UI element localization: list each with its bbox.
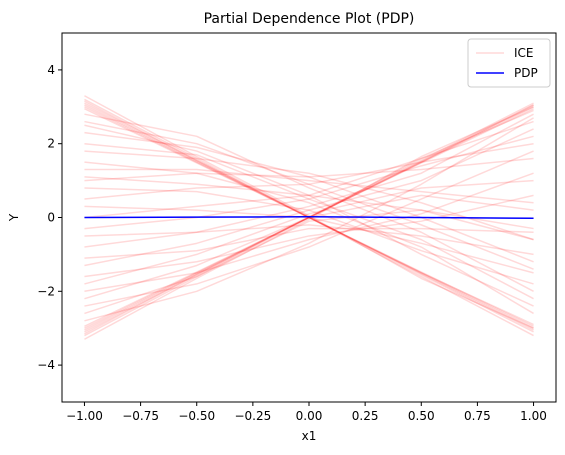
ice-curve-14 bbox=[84, 120, 534, 270]
ice-curve-22 bbox=[84, 113, 534, 248]
y-tick-label: 2 bbox=[47, 137, 55, 151]
ice-curve-5 bbox=[84, 95, 534, 329]
pdp-line bbox=[84, 216, 534, 219]
ice-curve-32 bbox=[84, 227, 534, 259]
ice-curve-37 bbox=[84, 117, 534, 322]
legend-box bbox=[467, 38, 551, 88]
ice-curve-27 bbox=[84, 142, 534, 300]
ice-curve-31 bbox=[84, 224, 534, 256]
x-tick-label: 0.00 bbox=[296, 409, 323, 423]
y-tick-label: −4 bbox=[37, 358, 55, 372]
y-tick-label: 4 bbox=[47, 63, 55, 77]
ice-curve-39 bbox=[84, 176, 534, 230]
ice-curve-20 bbox=[84, 120, 534, 219]
ice-curve-29 bbox=[84, 187, 534, 285]
chart-title: Partial Dependence Plot (PDP) bbox=[204, 11, 415, 27]
x-axis-label: x1 bbox=[302, 429, 317, 443]
ice-curve-19 bbox=[84, 142, 534, 200]
x-tick-label: −0.25 bbox=[234, 409, 271, 423]
ice-curve-36 bbox=[84, 124, 534, 307]
ice-curve-17 bbox=[84, 168, 534, 204]
ice-curve-35 bbox=[84, 113, 534, 292]
y-tick-label: 0 bbox=[47, 211, 55, 225]
legend: ICE PDP bbox=[467, 38, 551, 88]
y-tick-label: −2 bbox=[37, 284, 55, 298]
ice-curve-28 bbox=[84, 161, 534, 315]
y-axis-ticks: −4 −2 0 2 4 bbox=[37, 63, 62, 372]
ice-curve-21 bbox=[84, 135, 534, 230]
x-axis-ticks: −1.00 −0.75 −0.50 −0.25 0.00 0.25 0.50 0.75 1.00 bbox=[66, 402, 547, 423]
y-axis-label: Y bbox=[7, 213, 21, 222]
legend-ice-label: ICE bbox=[514, 46, 534, 60]
x-tick-label: −0.75 bbox=[122, 409, 159, 423]
pdp-series bbox=[84, 216, 534, 219]
ice-curve-12 bbox=[84, 106, 534, 340]
x-tick-label: 1.00 bbox=[520, 409, 547, 423]
ice-curve-23 bbox=[84, 128, 534, 267]
ice-curve-26 bbox=[84, 209, 534, 315]
x-tick-label: −0.50 bbox=[178, 409, 215, 423]
ice-curve-33 bbox=[84, 194, 534, 278]
ice-curve-34 bbox=[84, 172, 534, 293]
ice-curve-38 bbox=[84, 150, 534, 307]
x-tick-label: −1.00 bbox=[66, 409, 103, 423]
ice-curve-15 bbox=[84, 131, 534, 263]
ice-curve-24 bbox=[84, 179, 534, 285]
x-tick-label: 0.50 bbox=[408, 409, 435, 423]
ice-curve-16 bbox=[84, 150, 534, 241]
ice-curve-18 bbox=[84, 157, 534, 182]
x-tick-label: 0.25 bbox=[352, 409, 379, 423]
x-tick-label: 0.75 bbox=[464, 409, 491, 423]
legend-pdp-label: PDP bbox=[514, 66, 538, 80]
